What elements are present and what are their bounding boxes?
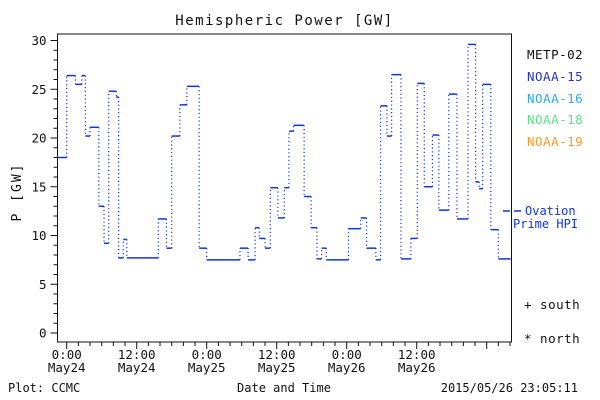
plot-timestamp: 2015/05/26 23:05:11 <box>440 381 578 395</box>
y-tick-label: 0 <box>39 326 47 341</box>
x-axis-title: Date and Time <box>237 381 331 395</box>
y-tick-label: 10 <box>31 228 46 243</box>
x-tick-date-label: May26 <box>328 360 366 375</box>
x-tick-time-label: 12:00 <box>118 347 156 362</box>
plot-border <box>57 33 512 343</box>
y-tick-label: 25 <box>31 82 46 97</box>
x-tick-date-label: May25 <box>258 360 296 375</box>
south-marker-label: + south <box>524 297 581 312</box>
legend-item-metp-02: METP-02 <box>527 47 584 62</box>
x-tick-time-label: 0:00 <box>192 347 222 362</box>
legend-item-noaa-15: NOAA-15 <box>527 68 584 84</box>
north-marker-label: * north <box>524 331 581 346</box>
y-tick-label: 15 <box>31 179 46 194</box>
x-tick-date-label: May24 <box>48 360 86 375</box>
y-tick-label: 20 <box>31 131 46 146</box>
legend-item-noaa-16: NOAA-16 <box>527 90 584 106</box>
legend-item-noaa-18: NOAA-18 <box>527 112 584 128</box>
y-tick-label: 5 <box>39 277 47 292</box>
ovation-legend-label-line1: Ovation <box>525 204 576 218</box>
x-tick-date-label: May25 <box>188 360 226 375</box>
plot-source-label: Plot: CCMC <box>8 381 81 395</box>
x-tick-date-label: May26 <box>398 360 436 375</box>
x-tick-time-label: 0:00 <box>332 347 362 362</box>
x-tick-time-label: 12:00 <box>398 347 436 362</box>
y-tick-label: 30 <box>31 33 46 48</box>
x-tick-time-label: 12:00 <box>258 347 296 362</box>
legend-item-noaa-19: NOAA-19 <box>527 134 584 150</box>
ovation-legend-label-line2: Prime HPI <box>513 217 579 231</box>
x-tick-time-label: 0:00 <box>52 347 82 362</box>
x-tick-date-label: May24 <box>118 360 156 375</box>
page-title: Hemispheric Power [GW] <box>175 13 394 29</box>
